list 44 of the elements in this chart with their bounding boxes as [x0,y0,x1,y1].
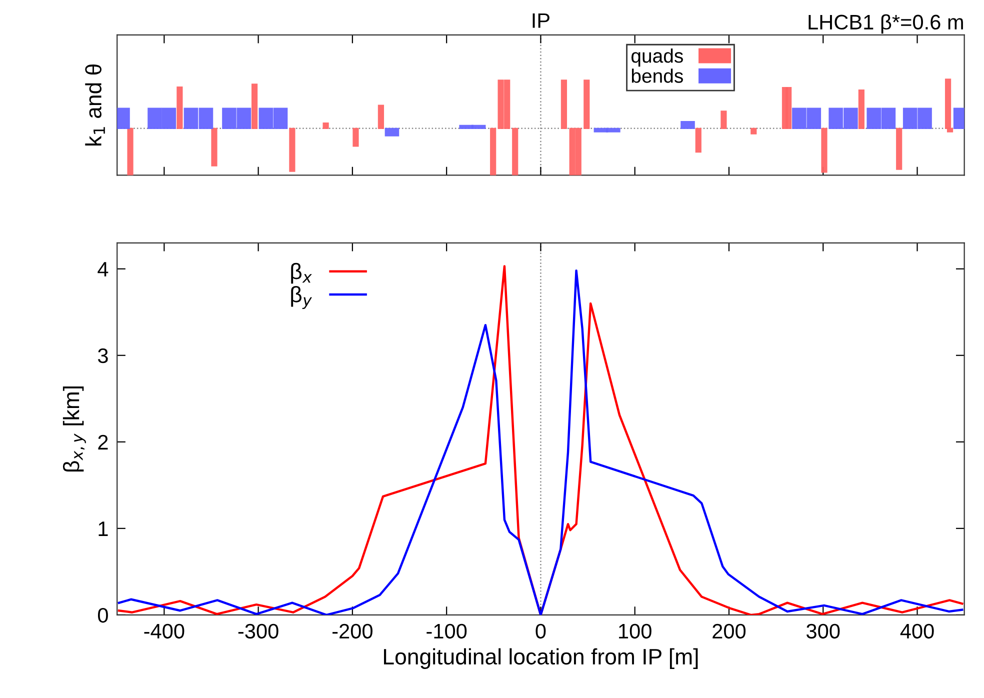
bar [821,128,828,173]
bar [896,128,902,170]
chart-title: LHCB1 β*=0.6 m [808,14,963,34]
bar [584,80,590,129]
bar [289,128,296,172]
bar [512,128,518,176]
bar [750,128,757,134]
x-tick-label: 100 [619,624,652,639]
x-tick-label: 0 [536,624,546,639]
bar [127,128,134,176]
bar [680,120,695,129]
x-axis-title: Longitudinal location from IP [m] [384,648,698,669]
bar [944,78,952,129]
legend-label: β$_{y}$ [291,286,312,309]
x-tick-label: -200 [332,624,372,639]
x-tick-label: -300 [238,624,278,639]
x-tick-label: 400 [900,624,934,639]
bar [695,128,702,153]
x-tick-label: -400 [144,624,184,639]
x-tick-label: 300 [806,624,840,639]
y-tick-label: 4 [98,262,108,276]
bar [720,110,727,129]
legend-label: quads [631,48,683,67]
legend-label: bends [632,68,683,83]
bar [322,122,329,129]
y-tick-label: 2 [98,434,108,450]
bar [858,89,864,129]
bar [176,86,183,129]
bar [560,80,568,129]
y-tick-label: 0 [98,608,108,623]
y-axis-title: β$_{x,y}$ [km] [62,386,86,472]
ref-line-label: IP [532,13,550,28]
y-tick-label: 3 [98,348,108,364]
y-tick-label: 1 [98,522,108,536]
x-tick-label: 200 [712,624,746,639]
y-axis-title: k$_{1}$ and θ [85,64,105,146]
bar [378,104,384,129]
x-tick-label: -100 [426,624,467,639]
bar [786,87,792,129]
bar [352,128,359,147]
bar [211,128,218,166]
legend-label: β$_{x}$ [291,262,312,284]
bar [384,128,400,136]
bar [251,84,258,129]
